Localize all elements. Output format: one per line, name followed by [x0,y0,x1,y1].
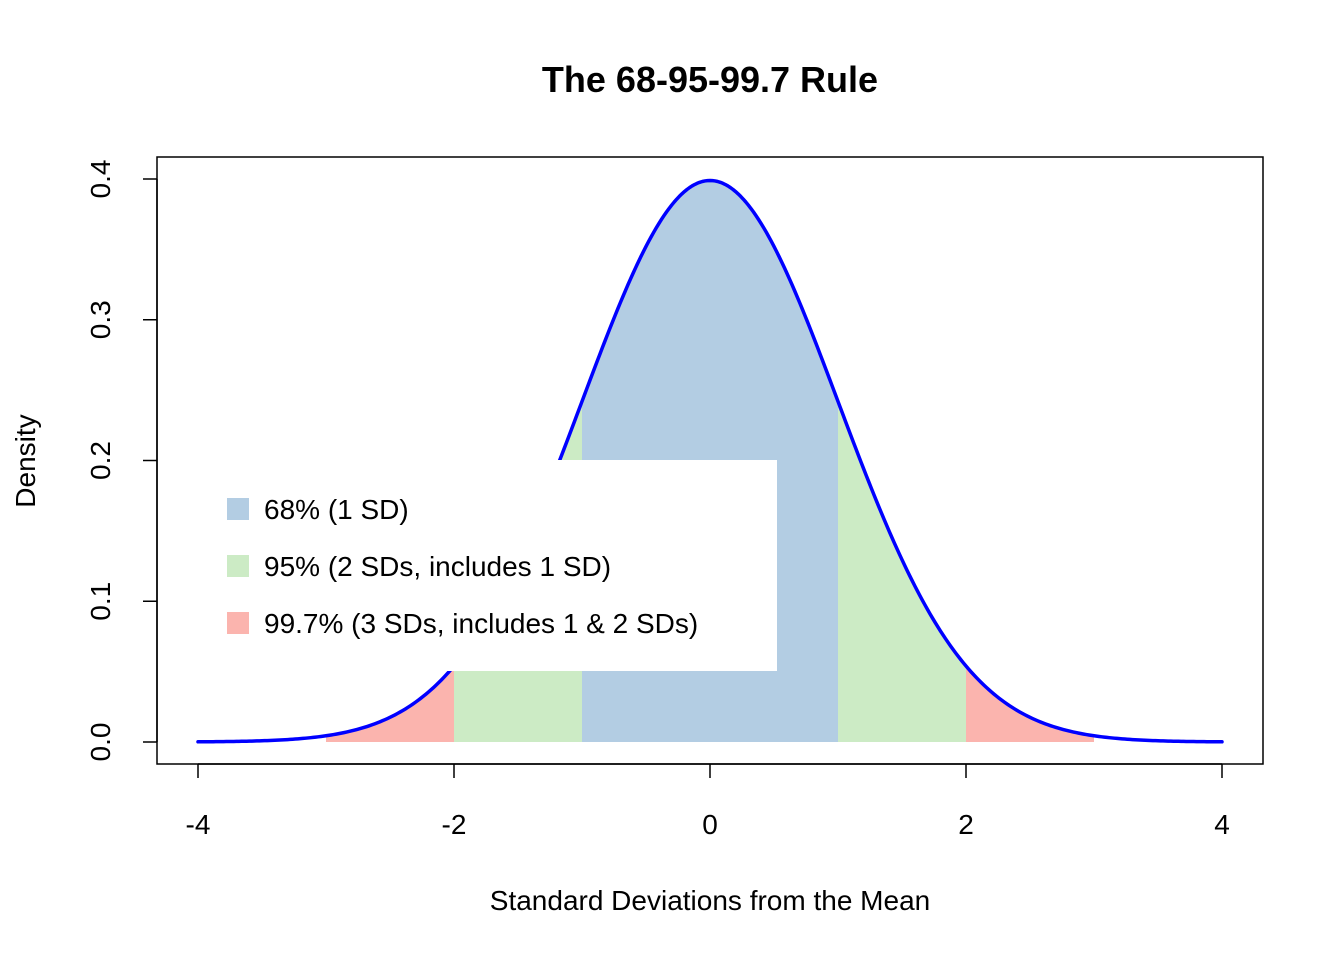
x-tick-label-0: -4 [186,809,211,840]
x-axis-label: Standard Deviations from the Mean [490,885,930,916]
y-axis-label: Density [10,414,41,507]
legend: 68% (1 SD) 95% (2 SDs, includes 1 SD) 99.7… [200,460,777,671]
x-tick-label-1: -2 [442,809,467,840]
legend-swatch-1 [227,555,249,577]
legend-swatch-0 [227,498,249,520]
y-axis: 0.0 0.1 0.2 0.3 0.4 [85,160,158,762]
x-tick-label-4: 4 [1214,809,1230,840]
y-tick-label-1: 0.1 [85,582,116,621]
y-tick-label-3: 0.3 [85,300,116,339]
legend-swatch-2 [227,612,249,634]
legend-label-0: 68% (1 SD) [264,494,409,525]
x-tick-label-3: 2 [958,809,974,840]
x-tick-label-2: 0 [702,809,718,840]
x-axis: -4 -2 0 2 4 [186,763,1230,840]
y-tick-label-0: 0.0 [85,723,116,762]
density-curve [196,178,1224,744]
legend-label-1: 95% (2 SDs, includes 1 SD) [264,551,611,582]
legend-label-2: 99.7% (3 SDs, includes 1 & 2 SDs) [264,608,698,639]
legend-box [200,460,777,671]
density-curve-layer [196,178,1224,744]
chart-title: The 68-95-99.7 Rule [542,59,878,100]
y-tick-label-4: 0.4 [85,160,116,199]
y-tick-label-2: 0.2 [85,441,116,480]
